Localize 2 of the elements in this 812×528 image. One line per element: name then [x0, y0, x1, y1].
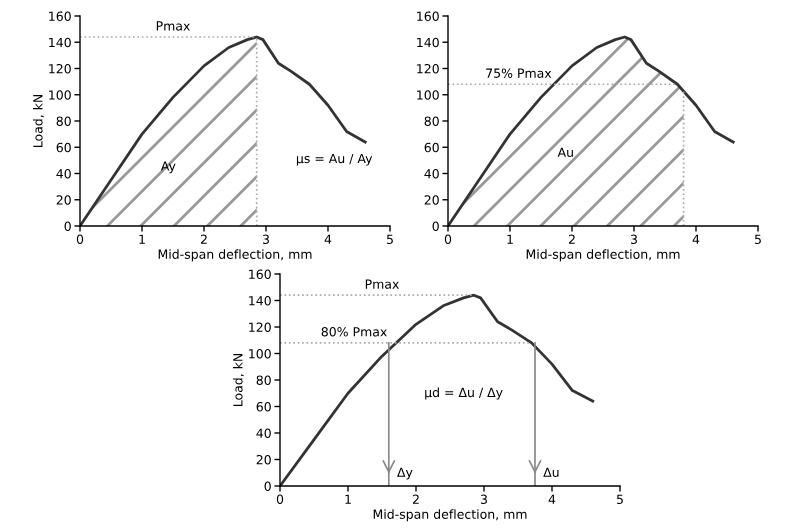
line-series [448, 35, 735, 226]
line-series [280, 293, 595, 486]
